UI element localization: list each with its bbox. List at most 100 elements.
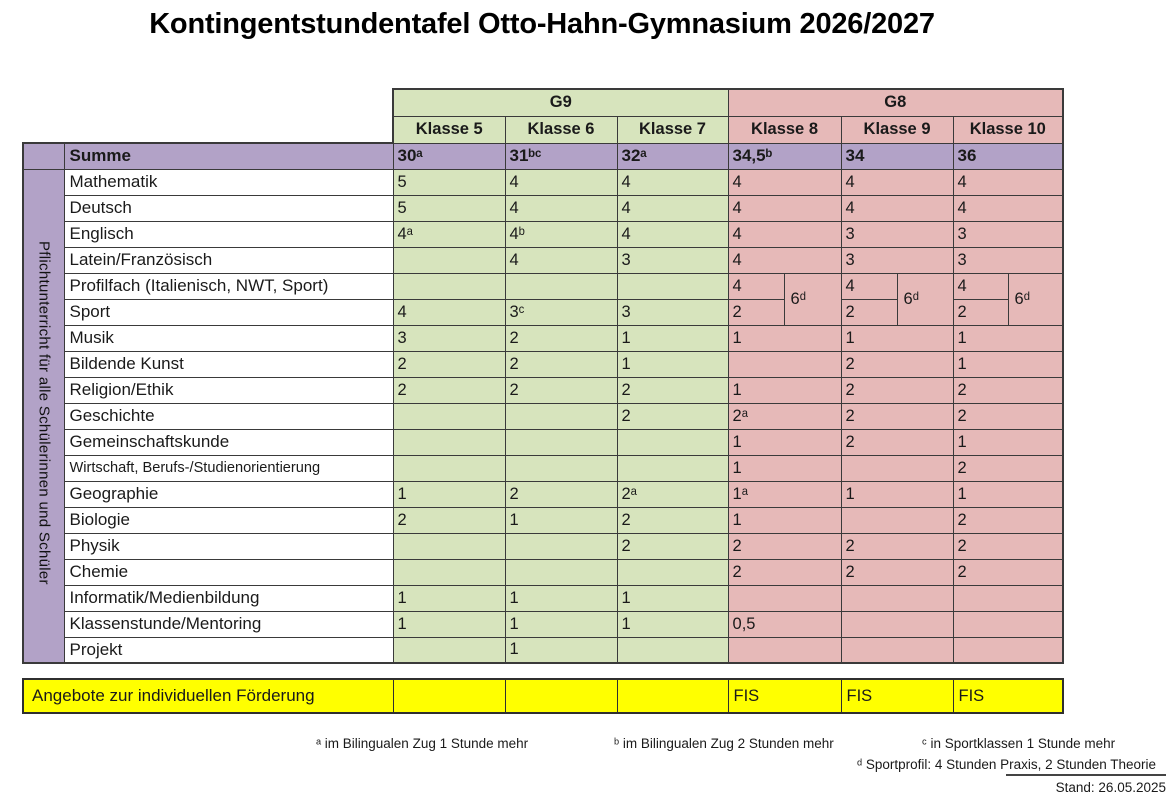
value-cell: 2 [616,376,729,404]
value-cell [840,636,954,664]
footnote-c: ᶜ in Sportklassen 1 Stunde mehr [922,736,1116,751]
subject-row: Geschichte 2 2ᵃ 2 2 [23,402,1065,430]
subject-row: Geographie 1 2 2ᵃ 1ᵃ 1 1 [23,480,1065,508]
summe-value: 36 [952,142,1065,170]
subject-label: Englisch [63,220,394,248]
value-cell [392,558,506,586]
subject-row: Projekt 1 [23,636,1065,664]
class-header: Klasse 8 [727,115,842,144]
value-cell: 4 [504,246,618,274]
value-cell: 2 [392,350,506,378]
value-cell: 1 [727,506,842,534]
value-cell [392,272,506,300]
header-spacer [23,89,393,116]
value-cell: 2 [840,402,954,430]
value-cell: 4 [727,220,842,248]
value-cell: 4 [952,194,1065,222]
value-cell: 2ᵃ [727,402,842,430]
subject-label: Chemie [63,558,394,586]
subject-row: Pflichtunterricht für alle Schülerinnen … [22,168,1065,664]
value-cell: 1 [616,324,729,352]
value-cell [727,584,842,612]
class-header: Klasse 9 [840,115,954,144]
group-header-g9: G9 [391,88,729,117]
value-cell: 4 [616,194,729,222]
value-cell: 4 [616,168,729,196]
value-cell: 4 [952,168,1065,196]
value-cell: 1 [616,610,729,638]
foerderung-cells: Angebote zur individuellen Förderung FIS… [22,678,1064,714]
value-cell [616,454,729,482]
value-cell [504,272,618,300]
subject-label: Bildende Kunst [63,350,394,378]
value-cell: 4 [727,194,842,222]
footnote-b: ᵇ im Bilingualen Zug 2 Stunden mehr [614,736,834,751]
value-cell: 1 [504,506,618,534]
value-cell [392,402,506,430]
foerderung-value [504,678,618,714]
summe-corner-cell [22,142,65,170]
value-cell [504,428,618,456]
profil-sport-combined-cell: 6ᵈ [896,272,954,326]
value-cell [392,532,506,560]
value-cell: 2 [952,558,1065,586]
value-cell: 1 [392,480,506,508]
subject-row: Profilfach (Italienisch, NWT, Sport) 4 6ᵈ 4… [23,272,1065,326]
value-cell: 1 [727,324,842,352]
summe-row: Summe 30ᵃ 31ᵇᶜ 32ᵃ 34,5ᵇ 34 36 [22,142,1065,170]
value-cell [504,402,618,430]
subject-label: Informatik/Medienbildung [63,584,394,612]
value-cell [504,532,618,560]
value-cell: 3 [392,324,506,352]
value-cell: 4 [727,246,842,274]
value-cell [952,610,1065,638]
subject-row: Informatik/Medienbildung 1 1 1 [23,584,1065,612]
subject-label: Geschichte [63,402,394,430]
subject-row: Chemie 2 2 2 [23,558,1065,586]
subject-label: Geographie [63,480,394,508]
class-header: Klasse 5 [392,115,506,144]
value-cell: 2 [504,350,618,378]
value-cell: 2 [616,402,729,430]
summe-value: 31ᵇᶜ [504,142,618,170]
value-cell: 1 [952,324,1065,352]
subject-row: Biologie 2 1 2 1 2 [23,506,1065,534]
value-cell: 2 [504,376,618,404]
summe-value: 34 [840,142,954,170]
value-cell [392,246,506,274]
value-cell: 2 [840,376,954,404]
value-cell: 4 [504,194,618,222]
page-title: Kontingentstundentafel Otto-Hahn-Gymnasi… [149,8,935,40]
value-cell: 4ᵃ [392,220,506,248]
value-cell: 4 [392,298,506,326]
value-cell: 1 [616,350,729,378]
subject-row: Englisch 4ᵃ 4ᵇ 4 4 3 3 [23,220,1065,248]
value-cell: 1 [840,324,954,352]
value-cell: 4 [727,272,785,300]
value-cell: 2 [952,376,1065,404]
value-cell: 3 [616,298,729,326]
profil-sport-combined-cell: 6ᵈ [1007,272,1065,326]
value-cell: 4 [504,168,618,196]
value-cell [840,610,954,638]
value-cell [616,272,729,300]
class-header: Klasse 7 [616,115,729,144]
value-cell: 2 [840,350,954,378]
foerderung-value [392,678,506,714]
foerderung-value: FIS [952,678,1064,714]
value-cell: 4 [727,168,842,196]
value-cell: 2 [504,480,618,508]
value-cell: 2 [727,532,842,560]
subject-row: Physik 2 2 2 2 [23,532,1065,560]
summe-value: 32ᵃ [616,142,729,170]
value-cell: 1 [727,454,842,482]
value-cell: 5 [392,194,506,222]
foerderung-value: FIS [840,678,954,714]
value-cell: 1 [952,428,1065,456]
side-label-strip: Pflichtunterricht für alle Schülerinnen … [22,168,65,664]
subject-row: Religion/Ethik 2 2 2 1 2 2 [23,376,1065,404]
value-cell [727,636,842,664]
stundentafel-table: G9 G8 Klasse 5 Klasse 6 Klasse 7 Klasse … [22,88,1065,664]
value-cell: 3ᶜ [504,298,618,326]
